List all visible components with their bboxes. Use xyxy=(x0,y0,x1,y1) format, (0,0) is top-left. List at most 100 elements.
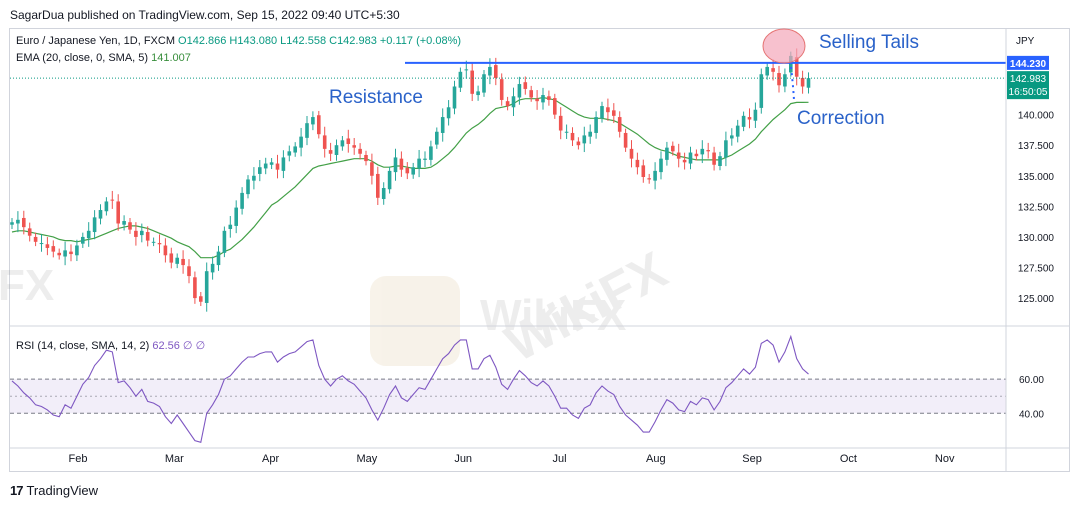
main-legend: Euro / Japanese Yen, 1D, FXCM O142.866 H… xyxy=(16,35,461,47)
candle-body xyxy=(181,258,185,266)
candle-body xyxy=(476,91,480,96)
x-tick-label: Oct xyxy=(840,453,857,465)
candle-body xyxy=(258,167,262,174)
candle-body xyxy=(641,165,646,177)
candle-body xyxy=(511,96,516,108)
candle-body xyxy=(747,117,752,120)
candle-body xyxy=(405,167,410,174)
candle-body xyxy=(429,146,433,160)
candle-body xyxy=(269,162,274,165)
rsi-line xyxy=(11,334,809,443)
candle-body xyxy=(128,222,132,230)
candle-body xyxy=(86,230,91,239)
x-tick-label: Jun xyxy=(454,453,472,465)
y-tick-label: 135.000 xyxy=(1018,172,1055,183)
candle-body xyxy=(499,79,504,100)
candle-body xyxy=(175,257,179,264)
candle-body xyxy=(75,245,79,256)
candle-body xyxy=(724,140,728,158)
ema-value: 141.007 xyxy=(151,52,191,64)
candle-body xyxy=(470,70,474,94)
candle-body xyxy=(275,163,280,170)
candle-body xyxy=(145,232,150,241)
candle-body xyxy=(104,201,109,212)
candle-body xyxy=(246,179,250,195)
candle-body xyxy=(759,74,764,108)
candle-body xyxy=(317,115,321,135)
candle-body xyxy=(771,68,775,72)
selling-tails-highlight xyxy=(762,28,806,64)
candle-body xyxy=(393,157,398,173)
candle-body xyxy=(588,131,592,137)
watermark-badge xyxy=(370,276,460,366)
currency-label: JPY xyxy=(1016,36,1035,47)
resistance-price-label: 144.230 xyxy=(1010,59,1047,70)
candle-body xyxy=(783,74,787,87)
candle-body xyxy=(676,152,681,159)
candle-body xyxy=(92,217,97,233)
candle-body xyxy=(682,159,687,163)
candle-body xyxy=(706,150,710,152)
candle-body xyxy=(529,90,533,98)
candle-body xyxy=(27,228,32,236)
candle-body xyxy=(417,158,421,169)
ema-legend: EMA (20, close, 0, SMA, 5) 141.007 xyxy=(16,52,191,64)
candle-body xyxy=(623,132,628,148)
candle-body xyxy=(346,138,351,144)
candle-body xyxy=(617,117,622,132)
candle-body xyxy=(63,250,67,257)
candle-body xyxy=(381,188,386,200)
current-price-tag xyxy=(1007,71,1049,100)
candle-body xyxy=(712,152,716,165)
candle-body xyxy=(234,207,238,226)
candle-body xyxy=(735,125,740,137)
candle-body xyxy=(753,109,758,121)
current-price-label: 142.983 xyxy=(1010,74,1047,85)
candle-body xyxy=(33,236,38,242)
candle-body xyxy=(671,145,675,152)
footer-brand[interactable]: 17 TradingView xyxy=(10,483,98,498)
candle-body xyxy=(216,251,221,266)
candle-body xyxy=(134,230,138,237)
rsi-level-label: 40.00 xyxy=(1019,409,1044,420)
x-tick-label: Mar xyxy=(165,453,184,465)
candle-body xyxy=(458,71,463,88)
candle-body xyxy=(594,117,598,133)
ema-line xyxy=(11,96,809,259)
candle-body xyxy=(281,157,286,171)
candle-body xyxy=(328,150,333,154)
publisher-line: SagarDua published on TradingView.com, S… xyxy=(10,8,400,22)
candle-body xyxy=(488,66,492,76)
candle-body xyxy=(558,115,563,131)
candle-body xyxy=(169,253,174,263)
tradingview-logo-icon: 17 xyxy=(10,483,24,498)
candle-body xyxy=(122,221,126,225)
candle-body xyxy=(163,245,168,256)
y-tick-label: 132.500 xyxy=(1018,202,1055,213)
candle-body xyxy=(564,131,569,133)
candle-body xyxy=(464,69,469,71)
candle-body xyxy=(517,84,522,98)
candle-body xyxy=(806,78,811,88)
candle-body xyxy=(57,252,61,256)
candle-body xyxy=(193,277,197,299)
candle-body xyxy=(635,159,640,168)
candle-body xyxy=(741,115,746,127)
candle-body xyxy=(452,86,457,109)
candle-body xyxy=(39,243,44,245)
candle-body xyxy=(305,123,309,138)
x-tick-label: Jul xyxy=(552,453,566,465)
x-tick-label: Sep xyxy=(742,453,762,465)
rsi-legend: RSI (14, close, SMA, 14, 2) 62.56 ∅ ∅ xyxy=(16,339,205,352)
rsi-label: RSI (14, close, SMA, 14, 2) xyxy=(16,340,150,352)
candle-body xyxy=(647,178,651,180)
x-tick-label: Aug xyxy=(646,453,666,465)
candle-body xyxy=(700,148,705,155)
symbol-label: Euro / Japanese Yen, 1D, FXCM xyxy=(16,35,175,47)
candle-body xyxy=(794,57,799,77)
candle-body xyxy=(204,271,209,303)
candle-body xyxy=(482,74,486,93)
candle-body xyxy=(110,199,115,201)
candle-body xyxy=(629,148,634,159)
